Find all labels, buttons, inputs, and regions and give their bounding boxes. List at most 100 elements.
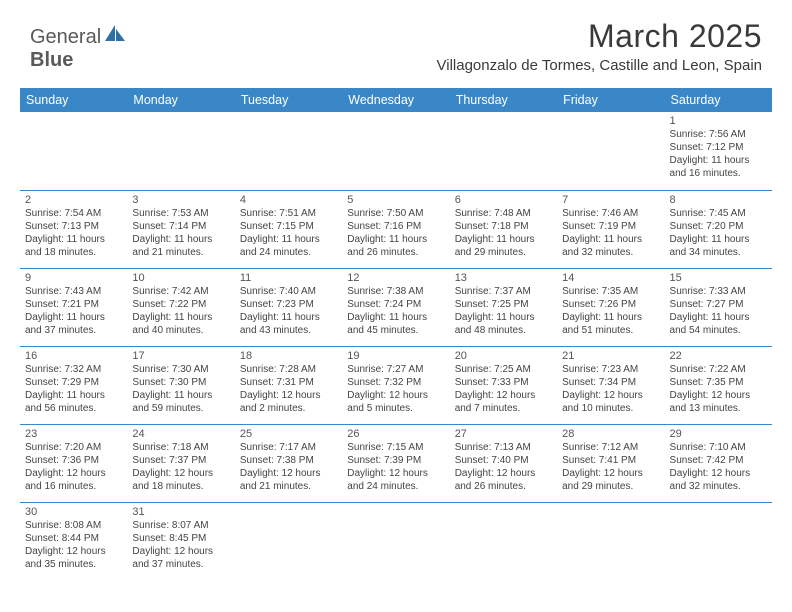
day-info: Sunrise: 7:23 AMSunset: 7:34 PMDaylight:… bbox=[562, 363, 659, 415]
brand-part1: General bbox=[30, 26, 101, 48]
day-info: Sunrise: 7:45 AMSunset: 7:20 PMDaylight:… bbox=[670, 207, 767, 259]
day-info: Sunrise: 7:46 AMSunset: 7:19 PMDaylight:… bbox=[562, 207, 659, 259]
day-info: Sunrise: 7:12 AMSunset: 7:41 PMDaylight:… bbox=[562, 441, 659, 493]
calendar-cell: 2Sunrise: 7:54 AMSunset: 7:13 PMDaylight… bbox=[20, 190, 127, 268]
day-number: 2 bbox=[25, 194, 122, 206]
day-info: Sunrise: 7:22 AMSunset: 7:35 PMDaylight:… bbox=[670, 363, 767, 415]
calendar-cell: 25Sunrise: 7:17 AMSunset: 7:38 PMDayligh… bbox=[235, 424, 342, 502]
header: General Blue March 2025 Villagonzalo de … bbox=[0, 0, 792, 82]
sail-icon bbox=[103, 23, 127, 43]
weekday-row: SundayMondayTuesdayWednesdayThursdayFrid… bbox=[20, 88, 772, 112]
day-number: 19 bbox=[347, 350, 444, 362]
day-number: 21 bbox=[562, 350, 659, 362]
day-number: 24 bbox=[132, 428, 229, 440]
location-text: Villagonzalo de Tormes, Castille and Leo… bbox=[437, 57, 763, 74]
weekday-header: Friday bbox=[557, 88, 664, 112]
weekday-header: Wednesday bbox=[342, 88, 449, 112]
day-info: Sunrise: 7:42 AMSunset: 7:22 PMDaylight:… bbox=[132, 285, 229, 337]
calendar-cell: 12Sunrise: 7:38 AMSunset: 7:24 PMDayligh… bbox=[342, 268, 449, 346]
calendar-cell: 31Sunrise: 8:07 AMSunset: 8:45 PMDayligh… bbox=[127, 502, 234, 580]
calendar-cell: 20Sunrise: 7:25 AMSunset: 7:33 PMDayligh… bbox=[450, 346, 557, 424]
calendar-head: SundayMondayTuesdayWednesdayThursdayFrid… bbox=[20, 88, 772, 112]
day-number: 17 bbox=[132, 350, 229, 362]
day-number: 5 bbox=[347, 194, 444, 206]
calendar-cell-empty bbox=[557, 112, 664, 190]
calendar-cell: 23Sunrise: 7:20 AMSunset: 7:36 PMDayligh… bbox=[20, 424, 127, 502]
day-info: Sunrise: 7:25 AMSunset: 7:33 PMDaylight:… bbox=[455, 363, 552, 415]
day-info: Sunrise: 7:33 AMSunset: 7:27 PMDaylight:… bbox=[670, 285, 767, 337]
calendar-cell: 16Sunrise: 7:32 AMSunset: 7:29 PMDayligh… bbox=[20, 346, 127, 424]
day-info: Sunrise: 7:13 AMSunset: 7:40 PMDaylight:… bbox=[455, 441, 552, 493]
calendar-cell-empty bbox=[342, 502, 449, 580]
day-number: 26 bbox=[347, 428, 444, 440]
title-block: March 2025 Villagonzalo de Tormes, Casti… bbox=[437, 18, 763, 74]
calendar-cell: 21Sunrise: 7:23 AMSunset: 7:34 PMDayligh… bbox=[557, 346, 664, 424]
day-number: 1 bbox=[670, 115, 767, 127]
day-info: Sunrise: 7:17 AMSunset: 7:38 PMDaylight:… bbox=[240, 441, 337, 493]
calendar-cell: 18Sunrise: 7:28 AMSunset: 7:31 PMDayligh… bbox=[235, 346, 342, 424]
day-number: 6 bbox=[455, 194, 552, 206]
calendar-cell: 24Sunrise: 7:18 AMSunset: 7:37 PMDayligh… bbox=[127, 424, 234, 502]
calendar-cell: 17Sunrise: 7:30 AMSunset: 7:30 PMDayligh… bbox=[127, 346, 234, 424]
calendar-cell: 19Sunrise: 7:27 AMSunset: 7:32 PMDayligh… bbox=[342, 346, 449, 424]
day-number: 10 bbox=[132, 272, 229, 284]
calendar-cell: 4Sunrise: 7:51 AMSunset: 7:15 PMDaylight… bbox=[235, 190, 342, 268]
calendar-cell: 9Sunrise: 7:43 AMSunset: 7:21 PMDaylight… bbox=[20, 268, 127, 346]
day-number: 23 bbox=[25, 428, 122, 440]
day-info: Sunrise: 7:37 AMSunset: 7:25 PMDaylight:… bbox=[455, 285, 552, 337]
day-info: Sunrise: 7:53 AMSunset: 7:14 PMDaylight:… bbox=[132, 207, 229, 259]
day-number: 25 bbox=[240, 428, 337, 440]
calendar-cell-empty bbox=[665, 502, 772, 580]
day-number: 7 bbox=[562, 194, 659, 206]
day-info: Sunrise: 7:15 AMSunset: 7:39 PMDaylight:… bbox=[347, 441, 444, 493]
day-number: 12 bbox=[347, 272, 444, 284]
calendar-cell: 7Sunrise: 7:46 AMSunset: 7:19 PMDaylight… bbox=[557, 190, 664, 268]
day-number: 14 bbox=[562, 272, 659, 284]
day-number: 28 bbox=[562, 428, 659, 440]
weekday-header: Monday bbox=[127, 88, 234, 112]
calendar-cell: 28Sunrise: 7:12 AMSunset: 7:41 PMDayligh… bbox=[557, 424, 664, 502]
calendar-cell-empty bbox=[235, 502, 342, 580]
day-info: Sunrise: 7:48 AMSunset: 7:18 PMDaylight:… bbox=[455, 207, 552, 259]
day-number: 3 bbox=[132, 194, 229, 206]
day-number: 9 bbox=[25, 272, 122, 284]
calendar-cell: 13Sunrise: 7:37 AMSunset: 7:25 PMDayligh… bbox=[450, 268, 557, 346]
calendar-row: 1Sunrise: 7:56 AMSunset: 7:12 PMDaylight… bbox=[20, 112, 772, 190]
day-number: 8 bbox=[670, 194, 767, 206]
calendar-row: 9Sunrise: 7:43 AMSunset: 7:21 PMDaylight… bbox=[20, 268, 772, 346]
day-number: 30 bbox=[25, 506, 122, 518]
calendar-cell: 29Sunrise: 7:10 AMSunset: 7:42 PMDayligh… bbox=[665, 424, 772, 502]
calendar-row: 23Sunrise: 7:20 AMSunset: 7:36 PMDayligh… bbox=[20, 424, 772, 502]
weekday-header: Thursday bbox=[450, 88, 557, 112]
calendar-cell: 30Sunrise: 8:08 AMSunset: 8:44 PMDayligh… bbox=[20, 502, 127, 580]
day-info: Sunrise: 7:27 AMSunset: 7:32 PMDaylight:… bbox=[347, 363, 444, 415]
day-number: 11 bbox=[240, 272, 337, 284]
calendar-row: 30Sunrise: 8:08 AMSunset: 8:44 PMDayligh… bbox=[20, 502, 772, 580]
calendar-cell-empty bbox=[450, 502, 557, 580]
day-info: Sunrise: 7:51 AMSunset: 7:15 PMDaylight:… bbox=[240, 207, 337, 259]
calendar-cell-empty bbox=[450, 112, 557, 190]
day-info: Sunrise: 7:56 AMSunset: 7:12 PMDaylight:… bbox=[670, 128, 767, 180]
calendar-cell: 26Sunrise: 7:15 AMSunset: 7:39 PMDayligh… bbox=[342, 424, 449, 502]
day-number: 16 bbox=[25, 350, 122, 362]
calendar-cell: 11Sunrise: 7:40 AMSunset: 7:23 PMDayligh… bbox=[235, 268, 342, 346]
day-number: 18 bbox=[240, 350, 337, 362]
weekday-header: Tuesday bbox=[235, 88, 342, 112]
calendar-cell: 22Sunrise: 7:22 AMSunset: 7:35 PMDayligh… bbox=[665, 346, 772, 424]
day-number: 31 bbox=[132, 506, 229, 518]
day-info: Sunrise: 7:18 AMSunset: 7:37 PMDaylight:… bbox=[132, 441, 229, 493]
day-number: 20 bbox=[455, 350, 552, 362]
day-number: 13 bbox=[455, 272, 552, 284]
day-number: 4 bbox=[240, 194, 337, 206]
day-info: Sunrise: 8:07 AMSunset: 8:45 PMDaylight:… bbox=[132, 519, 229, 571]
calendar-cell: 8Sunrise: 7:45 AMSunset: 7:20 PMDaylight… bbox=[665, 190, 772, 268]
weekday-header: Saturday bbox=[665, 88, 772, 112]
day-number: 29 bbox=[670, 428, 767, 440]
day-info: Sunrise: 7:30 AMSunset: 7:30 PMDaylight:… bbox=[132, 363, 229, 415]
brand-logo: General Blue bbox=[30, 26, 127, 72]
calendar-cell-empty bbox=[20, 112, 127, 190]
day-info: Sunrise: 7:43 AMSunset: 7:21 PMDaylight:… bbox=[25, 285, 122, 337]
calendar-cell-empty bbox=[342, 112, 449, 190]
calendar-cell-empty bbox=[557, 502, 664, 580]
calendar-cell: 3Sunrise: 7:53 AMSunset: 7:14 PMDaylight… bbox=[127, 190, 234, 268]
